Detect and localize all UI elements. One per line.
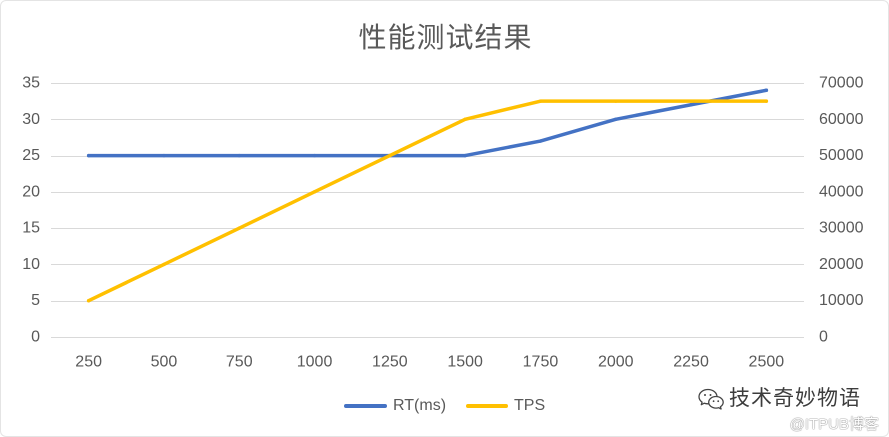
data-point-rt-ms [237, 153, 241, 158]
data-point-tps [237, 226, 241, 230]
x-tick-label: 2000 [598, 354, 634, 371]
x-tick-label: 1500 [447, 354, 483, 371]
right-y-tick-label: 20000 [819, 256, 864, 273]
x-tick-label: 1750 [523, 354, 559, 371]
legend-item-tps: TPS [466, 396, 545, 416]
left-y-tick-label: 10 [22, 256, 40, 273]
right-y-tick-label: 60000 [819, 111, 864, 128]
x-axis: 250 500 750 1000 1250 1500 1750 2000 2250 2500 [75, 354, 784, 371]
watermark: 技术奇妙物语 [698, 386, 861, 412]
x-tick-label: 1250 [372, 354, 408, 371]
x-tick-label: 750 [226, 354, 253, 371]
series-lines [86, 88, 769, 303]
data-point-tps [689, 99, 693, 103]
right-y-tick-label: 50000 [819, 147, 864, 164]
left-y-tick-label: 20 [22, 183, 40, 200]
data-point-tps [463, 117, 467, 121]
right-y-axis: 0 10000 20000 30000 40000 50000 60000 70000 [819, 75, 864, 346]
right-y-tick-label: 0 [819, 329, 828, 346]
data-point-tps [388, 153, 392, 158]
right-y-tick-label: 40000 [819, 183, 864, 200]
data-point-rt-ms [538, 139, 543, 143]
data-point-tps [312, 190, 317, 194]
x-tick-label: 2500 [749, 354, 785, 371]
series-line-rt-ms [86, 88, 769, 158]
x-tick-label: 500 [151, 354, 178, 371]
series-line-tps [86, 99, 769, 303]
right-y-tick-label: 10000 [819, 292, 864, 309]
right-y-tick-label: 70000 [819, 75, 864, 92]
gridlines [51, 83, 804, 338]
legend-item-rt: RT(ms) [344, 396, 446, 416]
data-point-rt-ms [689, 103, 693, 107]
legend-swatch-tps [466, 404, 508, 408]
left-y-tick-label: 35 [22, 75, 40, 92]
left-y-tick-label: 15 [22, 220, 40, 237]
data-point-rt-ms [86, 153, 91, 158]
left-y-tick-label: 5 [31, 292, 40, 309]
data-point-tps [538, 99, 543, 103]
watermark-account-name: 技术奇妙物语 [729, 387, 861, 410]
left-y-axis: 0 5 10 15 20 25 30 35 [22, 75, 40, 346]
x-tick-label: 250 [75, 354, 102, 371]
wechat-icon [698, 388, 724, 410]
data-point-tps [614, 99, 618, 103]
site-watermark: @ITPUB博客 [789, 416, 879, 433]
data-point-tps [162, 262, 166, 267]
legend-swatch-rt [344, 404, 387, 408]
x-tick-label: 1000 [297, 354, 333, 371]
legend-label-tps: TPS [514, 397, 546, 414]
data-point-rt-ms [312, 153, 317, 158]
x-tick-label: 2250 [673, 354, 709, 371]
chart-title: 性能测试结果 [358, 22, 533, 53]
data-point-rt-ms [764, 88, 769, 92]
left-y-tick-label: 25 [22, 147, 40, 164]
legend-label-rt: RT(ms) [393, 397, 447, 414]
data-point-rt-ms [463, 153, 467, 158]
data-point-rt-ms [614, 117, 618, 121]
left-y-tick-label: 0 [31, 329, 40, 346]
right-y-tick-label: 30000 [819, 220, 864, 237]
data-point-rt-ms [162, 153, 166, 158]
data-point-tps [764, 99, 769, 103]
data-point-tps [86, 299, 91, 303]
left-y-tick-label: 30 [22, 111, 40, 128]
